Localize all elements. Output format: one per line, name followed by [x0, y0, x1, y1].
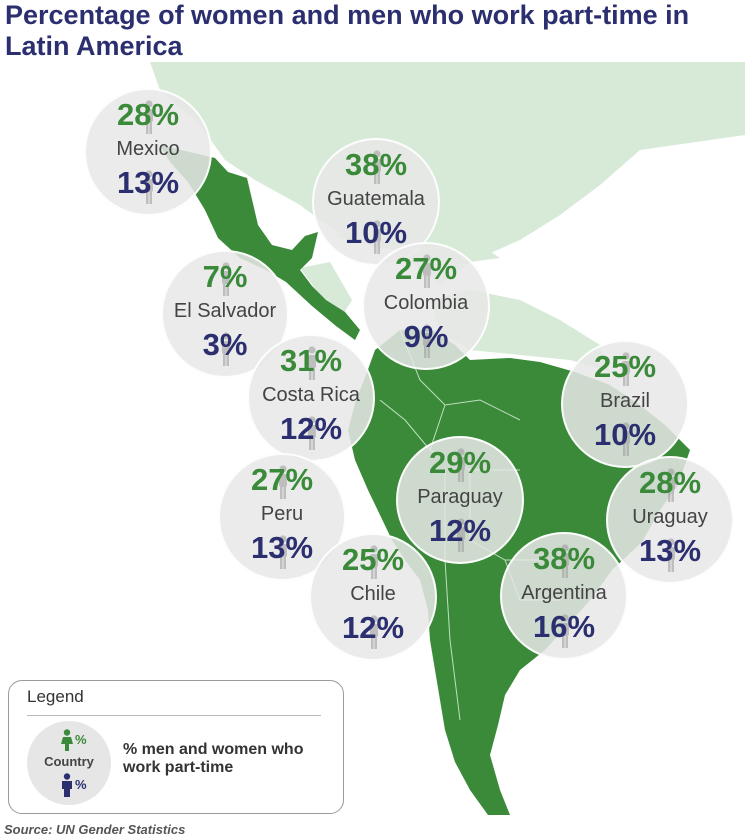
legend-sample-bubble: % Country %	[27, 721, 111, 805]
legend-women-percent: %	[75, 732, 87, 747]
man-figure-icon	[308, 416, 316, 450]
men-percentage: 3%	[202, 327, 248, 362]
men-percentage: 12%	[341, 610, 405, 645]
country-name: Mexico	[116, 138, 180, 160]
country-bubble-chile[interactable]: 25% Chile 12%	[309, 533, 437, 661]
man-figure-icon	[667, 538, 675, 572]
central-america-light	[300, 262, 352, 316]
country-name: Colombia	[383, 292, 469, 314]
men-percentage: 13%	[250, 530, 314, 565]
country-bubble-brazil[interactable]: 25% Brazil 10%	[561, 340, 689, 468]
country-name: Chile	[350, 583, 396, 605]
men-percentage: 10%	[344, 215, 408, 250]
legend-description: % men and women who work part-time	[123, 741, 304, 776]
man-figure-icon	[561, 614, 569, 648]
woman-figure-icon	[370, 545, 378, 579]
legend-country-label: Country	[44, 754, 94, 769]
man-figure-icon	[62, 773, 72, 797]
country-name: Peru	[260, 503, 304, 525]
chart-title: Percentage of women and men who work par…	[5, 0, 690, 61]
country-name: El Salvador	[173, 300, 277, 322]
country-bubble-uraguay[interactable]: 28% Uraguay 13%	[606, 456, 734, 584]
country-name: Brazil	[599, 390, 650, 412]
man-figure-icon	[222, 332, 230, 366]
woman-figure-icon	[667, 468, 675, 502]
mexico-central-america-landmass	[160, 145, 360, 340]
men-percentage: 13%	[116, 165, 180, 200]
man-figure-icon	[622, 422, 630, 456]
women-percentage: 38%	[344, 147, 408, 182]
men-percentage: 16%	[532, 609, 596, 644]
woman-figure-icon	[622, 352, 630, 386]
country-bubble-argentina[interactable]: 38% Argentina 16%	[500, 532, 628, 660]
women-percentage: 25%	[593, 349, 657, 384]
country-name: Guatemala	[327, 188, 425, 210]
man-figure-icon	[373, 220, 381, 254]
north-america-landmass	[150, 62, 745, 285]
men-percentage: 10%	[593, 417, 657, 452]
country-name: Costa Rica	[262, 384, 360, 406]
country-name: Uraguay	[632, 506, 708, 528]
legend-divider	[27, 715, 321, 716]
woman-figure-icon	[373, 150, 381, 184]
woman-figure-icon	[222, 262, 230, 296]
women-percentage: 31%	[279, 343, 343, 378]
man-figure-icon	[423, 324, 431, 358]
country-name: Argentina	[521, 582, 607, 604]
men-percentage: 12%	[428, 513, 492, 548]
man-figure-icon	[370, 615, 378, 649]
man-figure-icon	[457, 518, 465, 552]
man-figure-icon	[279, 535, 287, 569]
women-percentage: 7%	[202, 259, 248, 294]
women-percentage: 27%	[394, 251, 458, 286]
country-bubble-peru[interactable]: 27% Peru 13%	[218, 453, 346, 581]
woman-figure-icon	[279, 465, 287, 499]
country-name: Paraguay	[417, 486, 503, 508]
country-bubble-paraguay[interactable]: 29% Paraguay 12%	[396, 436, 524, 564]
woman-figure-icon	[423, 254, 431, 288]
woman-figure-icon	[457, 448, 465, 482]
women-percentage: 28%	[116, 97, 180, 132]
man-figure-icon	[145, 170, 153, 204]
woman-figure-icon	[561, 544, 569, 578]
women-percentage: 28%	[638, 465, 702, 500]
women-percentage: 38%	[532, 541, 596, 576]
women-percentage: 27%	[250, 462, 314, 497]
men-percentage: 12%	[279, 411, 343, 446]
woman-figure-icon	[308, 346, 316, 380]
country-bubble-costa-rica[interactable]: 31% Costa Rica 12%	[247, 334, 375, 462]
country-bubble-mexico[interactable]: 28% Mexico 13%	[84, 88, 212, 216]
country-bubble-colombia[interactable]: 27% Colombia 9%	[362, 242, 490, 370]
women-percentage: 25%	[341, 542, 405, 577]
source-note: Source: UN Gender Statistics	[4, 822, 186, 837]
legend-box: Legend % Country % % men and women who w…	[8, 680, 344, 814]
woman-figure-icon	[145, 100, 153, 134]
woman-figure-icon	[61, 729, 73, 751]
men-percentage: 9%	[403, 319, 449, 354]
women-percentage: 29%	[428, 445, 492, 480]
men-percentage: 13%	[638, 533, 702, 568]
legend-title: Legend	[27, 687, 84, 706]
legend-men-percent: %	[75, 777, 87, 792]
